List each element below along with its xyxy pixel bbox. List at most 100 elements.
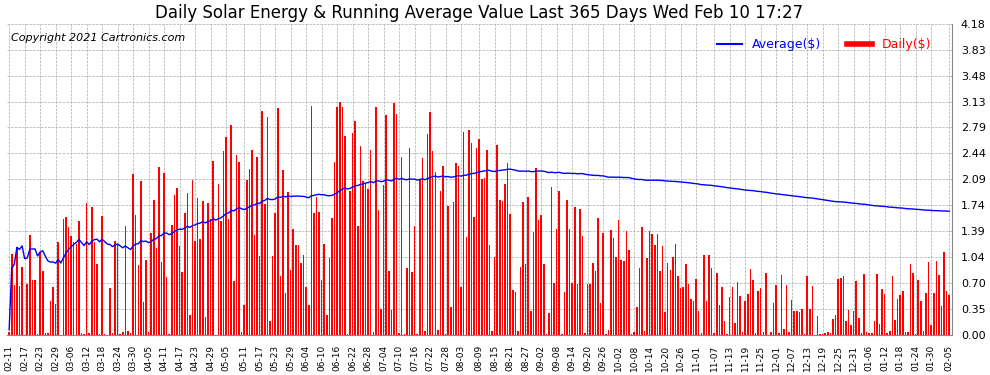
Bar xyxy=(778,333,779,335)
Bar xyxy=(455,163,456,335)
Bar xyxy=(926,293,927,335)
Bar xyxy=(773,303,774,335)
Bar xyxy=(246,180,248,335)
Bar xyxy=(94,242,95,335)
Bar xyxy=(618,220,620,335)
Bar xyxy=(651,234,653,335)
Bar xyxy=(866,332,867,335)
Bar xyxy=(910,264,911,335)
Bar xyxy=(186,193,188,335)
Bar xyxy=(940,306,942,335)
Bar xyxy=(417,334,418,335)
Bar xyxy=(481,179,482,335)
Bar xyxy=(708,255,710,335)
Bar xyxy=(357,226,358,335)
Bar xyxy=(775,285,777,335)
Bar xyxy=(171,225,172,335)
Bar xyxy=(22,267,23,335)
Title: Daily Solar Energy & Running Average Value Last 365 Days Wed Feb 10 17:27: Daily Solar Energy & Running Average Val… xyxy=(155,4,803,22)
Bar xyxy=(629,250,630,335)
Bar xyxy=(287,192,289,335)
Bar xyxy=(690,298,692,335)
Bar xyxy=(226,137,227,335)
Bar xyxy=(556,229,557,335)
Bar xyxy=(150,233,152,335)
Bar xyxy=(589,284,591,335)
Bar xyxy=(231,125,232,335)
Bar xyxy=(825,333,826,335)
Bar xyxy=(192,180,193,335)
Bar xyxy=(430,112,431,335)
Bar xyxy=(600,303,601,335)
Bar xyxy=(130,333,132,335)
Bar xyxy=(251,150,252,335)
Bar xyxy=(714,333,715,335)
Bar xyxy=(160,262,162,335)
Bar xyxy=(173,195,175,335)
Bar xyxy=(414,226,416,335)
Bar xyxy=(393,103,395,335)
Bar xyxy=(835,315,837,335)
Bar xyxy=(943,252,944,335)
Bar xyxy=(817,316,819,335)
Bar xyxy=(308,305,310,335)
Bar xyxy=(443,166,444,335)
Bar xyxy=(636,307,638,335)
Bar xyxy=(316,197,317,335)
Bar xyxy=(269,321,271,335)
Bar xyxy=(563,292,565,335)
Bar xyxy=(146,260,147,335)
Bar xyxy=(520,267,522,335)
Bar xyxy=(523,202,524,335)
Bar xyxy=(83,334,85,335)
Bar xyxy=(11,254,13,335)
Bar xyxy=(838,279,839,335)
Bar xyxy=(241,332,243,335)
Bar xyxy=(860,333,862,335)
Bar xyxy=(762,332,764,335)
Bar xyxy=(120,334,121,335)
Bar xyxy=(931,326,932,335)
Bar xyxy=(661,246,663,335)
Bar xyxy=(517,331,519,335)
Bar xyxy=(404,334,405,335)
Bar xyxy=(457,166,459,335)
Bar xyxy=(528,197,529,335)
Bar xyxy=(693,301,694,335)
Bar xyxy=(716,273,718,335)
Bar xyxy=(868,333,870,335)
Bar xyxy=(592,263,594,335)
Bar xyxy=(207,203,209,335)
Bar xyxy=(642,227,643,335)
Bar xyxy=(473,217,475,335)
Bar xyxy=(833,320,834,335)
Bar xyxy=(438,330,439,335)
Bar xyxy=(780,274,782,335)
Bar xyxy=(675,244,676,335)
Bar xyxy=(616,257,617,335)
Bar xyxy=(346,334,348,335)
Bar xyxy=(791,300,792,335)
Bar xyxy=(587,284,588,335)
Bar xyxy=(228,219,230,335)
Bar xyxy=(75,244,77,335)
Bar xyxy=(205,317,206,335)
Bar xyxy=(571,283,573,335)
Bar xyxy=(256,158,257,335)
Bar xyxy=(57,242,59,335)
Bar xyxy=(597,218,599,335)
Bar xyxy=(902,291,904,335)
Bar xyxy=(621,260,622,335)
Bar xyxy=(724,321,726,335)
Bar xyxy=(584,333,586,335)
Bar xyxy=(711,268,713,335)
Bar xyxy=(525,264,527,335)
Bar xyxy=(695,279,697,335)
Bar xyxy=(737,282,739,335)
Bar xyxy=(135,214,137,335)
Bar xyxy=(842,276,844,335)
Legend: Average($), Daily($): Average($), Daily($) xyxy=(713,33,937,56)
Bar xyxy=(515,292,516,335)
Bar xyxy=(727,334,728,335)
Bar xyxy=(406,268,408,335)
